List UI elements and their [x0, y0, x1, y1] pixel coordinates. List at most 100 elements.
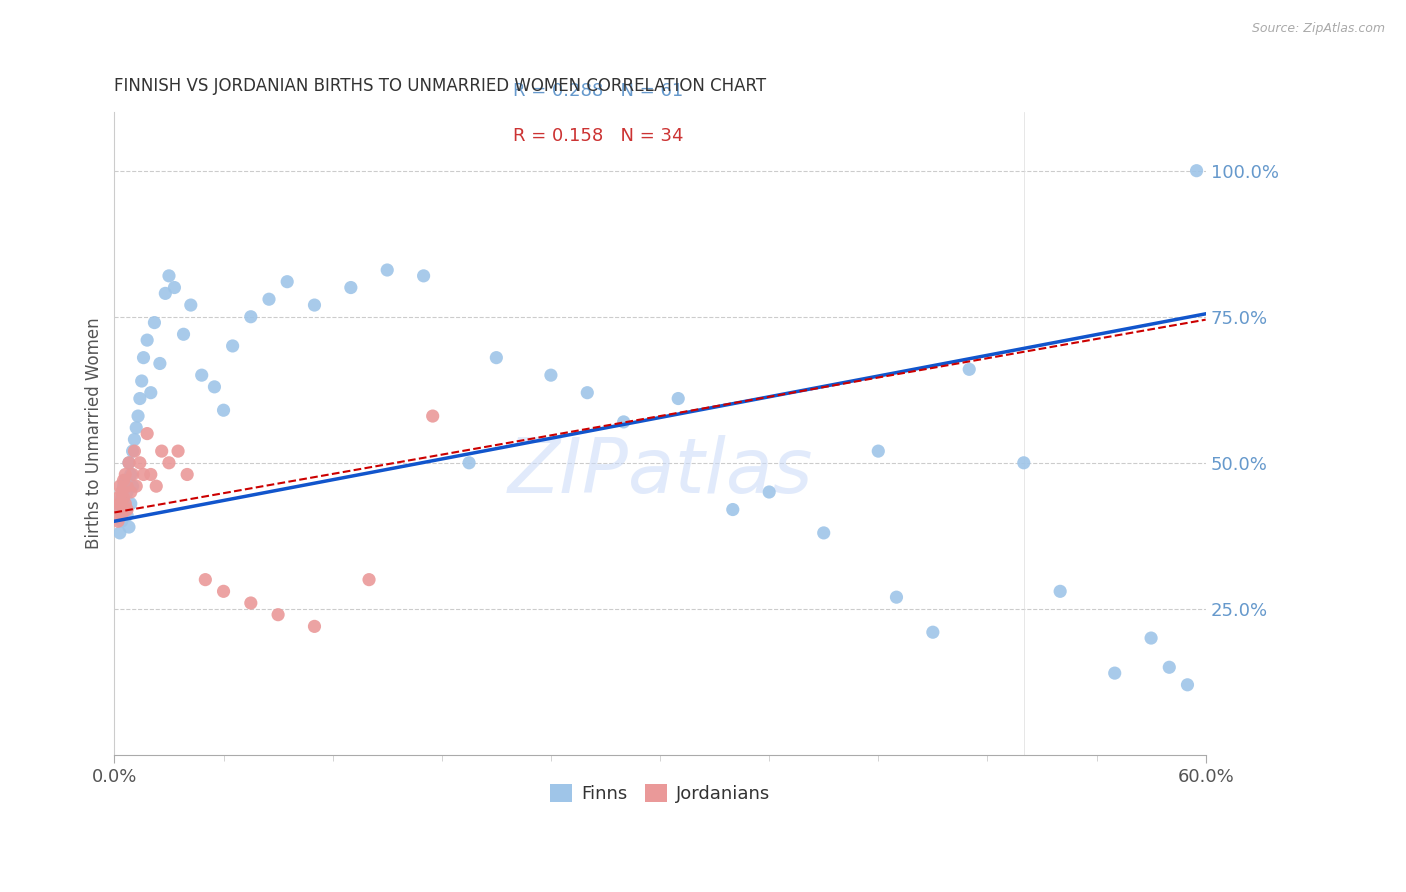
Text: ZIPatlas: ZIPatlas [508, 435, 813, 509]
Point [180, 298, 202, 312]
Text: R = 0.288   N = 61: R = 0.288 N = 61 [513, 82, 683, 100]
Point [131, 374, 153, 388]
Point [150, 444, 173, 458]
Point [239, 310, 262, 324]
Point [115, 502, 138, 516]
Point [120, 485, 142, 500]
Point [149, 356, 172, 370]
Point [132, 467, 155, 482]
Point [108, 497, 131, 511]
Point [1159, 660, 1181, 674]
Legend: Finns, Jordanians: Finns, Jordanians [543, 776, 778, 810]
Point [257, 292, 280, 306]
Point [111, 508, 134, 523]
Point [239, 596, 262, 610]
Point [125, 479, 148, 493]
Point [124, 433, 146, 447]
Point [1104, 666, 1126, 681]
Point [114, 473, 136, 487]
Point [136, 426, 159, 441]
Point [105, 502, 128, 516]
Point [163, 280, 186, 294]
Point [114, 467, 136, 482]
Point [120, 467, 142, 482]
Point [121, 479, 143, 493]
Point [107, 514, 129, 528]
Point [112, 479, 135, 493]
Point [412, 268, 434, 283]
Point [157, 268, 180, 283]
Point [107, 491, 129, 505]
Point [485, 351, 508, 365]
Point [540, 368, 562, 383]
Point [118, 520, 141, 534]
Point [125, 421, 148, 435]
Point [886, 590, 908, 604]
Point [118, 456, 141, 470]
Point [357, 573, 380, 587]
Text: FINNISH VS JORDANIAN BIRTHS TO UNMARRIED WOMEN CORRELATION CHART: FINNISH VS JORDANIAN BIRTHS TO UNMARRIED… [114, 78, 766, 95]
Point [921, 625, 943, 640]
Point [576, 385, 599, 400]
Point [111, 491, 134, 505]
Point [139, 385, 162, 400]
Point [1140, 631, 1163, 645]
Point [613, 415, 636, 429]
Point [1185, 163, 1208, 178]
Point [127, 409, 149, 423]
Point [221, 339, 243, 353]
Point [375, 263, 398, 277]
Point [340, 280, 363, 294]
Point [136, 333, 159, 347]
Point [304, 619, 326, 633]
Point [212, 403, 235, 417]
Point [1177, 678, 1199, 692]
Point [121, 444, 143, 458]
Point [121, 467, 143, 482]
Point [304, 298, 326, 312]
Point [128, 392, 150, 406]
Point [190, 368, 212, 383]
Point [1049, 584, 1071, 599]
Text: R = 0.158   N = 34: R = 0.158 N = 34 [513, 128, 683, 145]
Point [145, 479, 167, 493]
Point [157, 456, 180, 470]
Point [143, 316, 166, 330]
Point [132, 351, 155, 365]
Point [1012, 456, 1035, 470]
Point [128, 456, 150, 470]
Point [118, 456, 141, 470]
Point [115, 479, 138, 493]
Point [124, 444, 146, 458]
Point [194, 573, 217, 587]
Text: Source: ZipAtlas.com: Source: ZipAtlas.com [1251, 22, 1385, 36]
Point [212, 584, 235, 599]
Point [276, 275, 298, 289]
Point [112, 473, 135, 487]
Point [721, 502, 744, 516]
Y-axis label: Births to Unmarried Women: Births to Unmarried Women [86, 318, 103, 549]
Point [114, 497, 136, 511]
Point [108, 525, 131, 540]
Point [267, 607, 290, 622]
Point [173, 327, 195, 342]
Point [176, 467, 198, 482]
Point [115, 485, 138, 500]
Point [458, 456, 481, 470]
Point [204, 380, 226, 394]
Point [120, 497, 142, 511]
Point [111, 485, 134, 500]
Point [155, 286, 177, 301]
Point [868, 444, 890, 458]
Point [111, 514, 134, 528]
Point [758, 485, 780, 500]
Point [957, 362, 980, 376]
Point [139, 467, 162, 482]
Point [167, 444, 190, 458]
Point [422, 409, 444, 423]
Point [666, 392, 689, 406]
Point [112, 491, 135, 505]
Point [813, 525, 835, 540]
Point [108, 479, 131, 493]
Point [112, 497, 135, 511]
